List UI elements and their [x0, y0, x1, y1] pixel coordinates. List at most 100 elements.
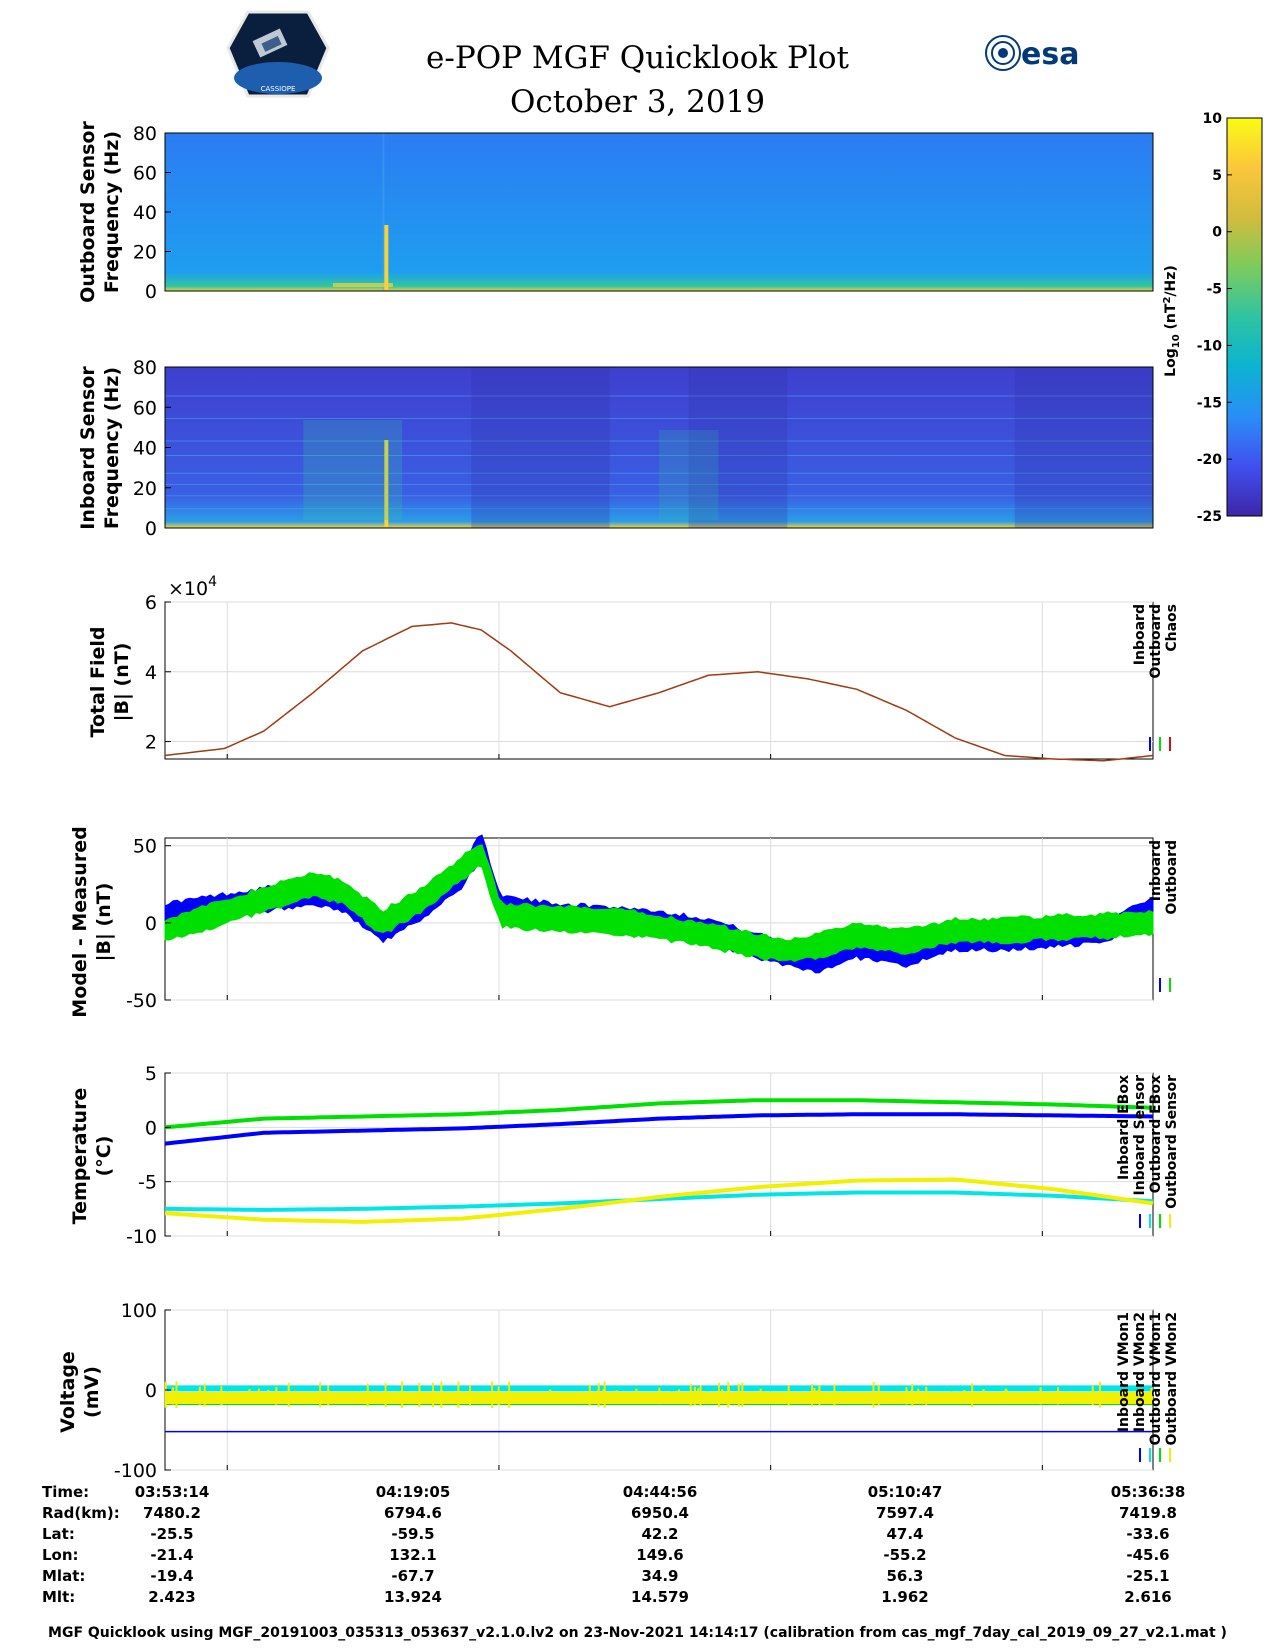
- outboard-spectrogram-image: [165, 133, 1153, 291]
- table-cell: 04:44:56: [623, 1483, 698, 1501]
- inboard-spectrogram-panel: 80 60 40 20 0 Inboard Sensor Frequency (Hz): [77, 357, 1154, 540]
- table-row-label: Mlat:: [42, 1567, 85, 1585]
- temperature-ylabel-1: Temperature: [69, 1088, 91, 1225]
- colorbar: 10 5 0 -5 -10 -15 -20 -25 Log10 (nT2/Hz): [1162, 111, 1263, 525]
- y-tick-label: 4: [145, 662, 157, 684]
- colorbar-tick-label: -10: [1197, 338, 1223, 354]
- spectrogram-segment: [471, 367, 610, 528]
- y-tick-label: 80: [133, 357, 157, 379]
- inboard-spectrogram-image: [165, 367, 1153, 528]
- y-tick-label: 20: [133, 478, 157, 500]
- model-measured-ylabel-1: Model - Measured: [69, 826, 91, 1017]
- colorbar-tick-label: -20: [1197, 452, 1223, 468]
- legend-entry: Inboard: [1132, 604, 1148, 665]
- y-tick-label: 2: [145, 732, 157, 754]
- table-row-label: Mlt:: [42, 1588, 75, 1606]
- y-tick-label: 80: [133, 123, 157, 145]
- table-cell: 2.616: [1124, 1588, 1171, 1606]
- table-cell: 05:10:47: [868, 1483, 943, 1501]
- colorbar-image: [1226, 117, 1263, 517]
- inboard-spectrogram-ylabel-2: Frequency (Hz): [101, 367, 123, 529]
- cassiope-logo-text: CASSIOPE: [261, 85, 296, 93]
- colorbar-tick-label: 10: [1203, 111, 1223, 127]
- table-cell: 149.6: [636, 1546, 683, 1564]
- table-cell: 6950.4: [631, 1504, 689, 1522]
- y-tick-label: 0: [145, 281, 157, 303]
- table-cell: 6794.6: [384, 1504, 442, 1522]
- colorbar-tick-label: 0: [1212, 225, 1222, 241]
- y-tick-label: 40: [133, 438, 157, 460]
- colorbar-label: Log10 (nT2/Hz): [1162, 265, 1182, 377]
- model-measured-ylabel-2: |B| (nT): [93, 883, 115, 962]
- voltage-ylabel-2: (mV): [81, 1366, 103, 1418]
- table-cell: 13.924: [384, 1588, 442, 1606]
- outboard-spectrogram-panel: 80 60 40 20 0 Outboard Sensor Frequency (Hz): [77, 121, 1154, 303]
- voltage-panel: 100 0 -100 Voltage (mV) Inboard VMon1 Inboa…: [57, 1300, 1180, 1482]
- total-field-multiplier: ×104: [168, 574, 217, 600]
- orbit-info-table: Time: 03:53:14 04:19:05 04:44:56 05:10:47 05:…: [42, 1483, 1185, 1606]
- table-row-label: Lat:: [42, 1525, 75, 1543]
- y-tick-label: 40: [133, 202, 157, 224]
- table-cell: 03:53:14: [135, 1483, 210, 1501]
- y-tick-label: 0: [145, 1380, 157, 1402]
- spectrogram-event: [303, 420, 403, 520]
- y-tick-label: 60: [133, 397, 157, 419]
- colorbar-tick-label: -15: [1197, 395, 1222, 411]
- y-tick-label: 6: [145, 592, 157, 614]
- y-tick-label: 0: [145, 913, 157, 935]
- plot-title: e-POP MGF Quicklook Plot: [426, 40, 849, 76]
- spectrogram-segment: [1014, 367, 1153, 528]
- table-cell: 56.3: [886, 1567, 923, 1585]
- table-cell: 7419.8: [1119, 1504, 1177, 1522]
- table-cell: 132.1: [389, 1546, 436, 1564]
- spectrogram-event: [384, 225, 389, 291]
- spectrogram-event: [332, 283, 393, 287]
- spectrogram-event: [659, 430, 719, 520]
- total-field-ylabel-2: |B| (nT): [111, 643, 133, 722]
- legend-entry: Outboard: [1164, 840, 1180, 915]
- table-cell: -25.5: [150, 1525, 193, 1543]
- esa-logo-text: esa: [1021, 37, 1079, 72]
- table-cell: -33.6: [1126, 1525, 1169, 1543]
- legend-entry: Outboard VMon1: [1148, 1312, 1164, 1446]
- legend-entry: Outboard EBox: [1148, 1075, 1164, 1193]
- table-cell: 47.4: [886, 1525, 923, 1543]
- temperature-panel: 5 0 -5 -10 Temperature (°C) Inboard EBox Inb…: [69, 1063, 1180, 1248]
- legend-entry: Outboard VMon2: [1164, 1312, 1180, 1446]
- temperature-ylabel-2: (°C): [93, 1136, 115, 1177]
- legend-entry: Chaos: [1164, 604, 1180, 652]
- y-tick-label: 5: [145, 1063, 157, 1085]
- table-row-label: Rad(km):: [42, 1504, 120, 1522]
- table-cell: 2.423: [148, 1588, 195, 1606]
- y-tick-label: 50: [133, 836, 157, 858]
- series-band-outboard: [164, 844, 1154, 963]
- temperature-line: [164, 1177, 1154, 1224]
- colorbar-tick-label: 5: [1212, 168, 1222, 184]
- table-cell: 7597.4: [876, 1504, 934, 1522]
- table-cell: -55.2: [883, 1546, 926, 1564]
- legend-entry: Inboard EBox: [1116, 1075, 1132, 1180]
- table-cell: -45.6: [1126, 1546, 1169, 1564]
- temperature-line: [164, 1112, 1154, 1146]
- y-tick-label: -5: [138, 1172, 157, 1194]
- table-cell: 1.962: [881, 1588, 928, 1606]
- temperature-line: [164, 1098, 1154, 1130]
- y-tick-label: -10: [126, 1226, 157, 1248]
- legend-entry: Inboard VMon1: [1116, 1312, 1132, 1432]
- plot-date: October 3, 2019: [509, 84, 766, 120]
- legend-entry: Outboard: [1148, 604, 1164, 679]
- total-field-line: [164, 622, 1154, 762]
- table-cell: 14.579: [631, 1588, 689, 1606]
- footer-note: MGF Quicklook using MGF_20191003_035313_…: [48, 1625, 1227, 1641]
- total-field-ylabel-1: Total Field: [87, 626, 109, 737]
- y-tick-label: 100: [121, 1300, 157, 1322]
- voltage-ylabel-1: Voltage: [57, 1351, 79, 1433]
- spectrogram-event: [384, 440, 389, 528]
- cassiope-logo: CASSIOPE: [226, 10, 330, 98]
- table-cell: -59.5: [391, 1525, 434, 1543]
- table-cell: 42.2: [641, 1525, 678, 1543]
- table-cell: -19.4: [150, 1567, 193, 1585]
- table-cell: 34.9: [641, 1567, 678, 1585]
- y-tick-label: -50: [126, 990, 157, 1012]
